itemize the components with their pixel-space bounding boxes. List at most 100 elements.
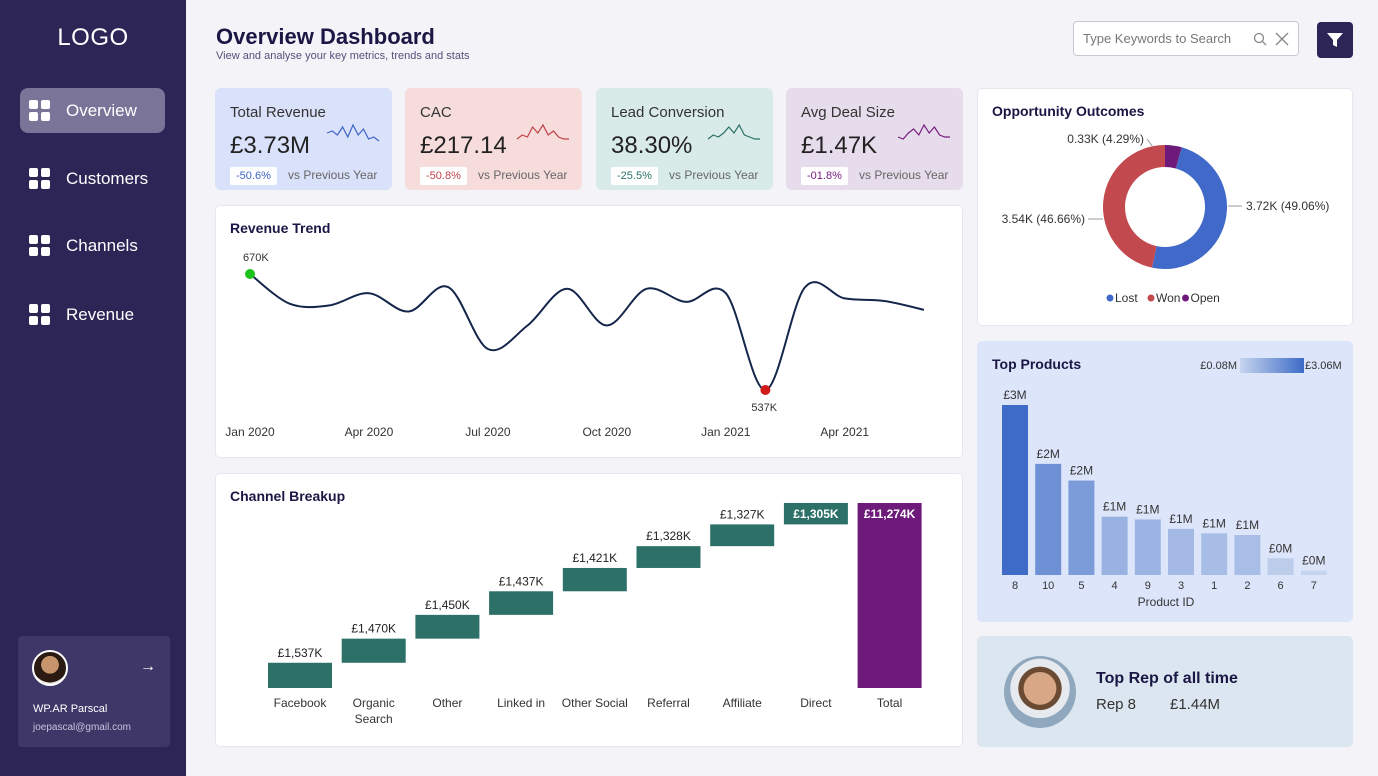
x-tick-label: Apr 2021 [820, 425, 869, 439]
kpi-comparison: vs Previous Year [669, 168, 759, 182]
dashboard-icon [29, 99, 51, 122]
product-bar [1168, 528, 1194, 575]
x-tick-label: Jan 2020 [225, 425, 275, 439]
category-label: Linked in [497, 696, 545, 710]
avatar [1004, 656, 1076, 728]
x-tick-label: 9 [1145, 580, 1151, 592]
kpi-change-badge: -01.8% [801, 167, 848, 185]
x-tick-label: 6 [1278, 580, 1284, 592]
legend-max-label: £3.06M [1305, 360, 1342, 372]
user-profile-card: → WP.AR Parscal joepascal@gmail.com [18, 636, 170, 747]
bar-value-label: £1M [1236, 518, 1259, 532]
kpi-change-badge: -50.6% [230, 167, 277, 185]
kpi-change-badge: -50.8% [420, 167, 467, 185]
x-tick-label: Jan 2021 [701, 425, 751, 439]
kpi-label: CAC [420, 104, 452, 121]
category-label: Affiliate [723, 696, 762, 710]
x-tick-label: Oct 2020 [582, 425, 631, 439]
opportunity-donut-chart: 3.72K (49.06%) 3.54K (46.66%) 0.33K (4.29%… [1002, 132, 1330, 305]
waterfall-bar [341, 638, 406, 663]
waterfall-bar [489, 591, 554, 615]
x-tick-label: Apr 2020 [345, 425, 394, 439]
kpi-comparison: vs Previous Year [288, 168, 378, 182]
min-point-marker [760, 385, 771, 395]
category-label: Direct [800, 696, 832, 710]
profile-name: WP.AR Parscal [33, 703, 108, 715]
page-subtitle: View and analyse your key metrics, trend… [216, 50, 470, 62]
x-tick-label: Jul 2020 [465, 425, 511, 439]
search-input[interactable] [1083, 31, 1243, 46]
revenue-trend-card: Revenue Trend 670K 537K Jan 2020 Apr 2020 Ju… [215, 205, 963, 458]
x-tick-label: 4 [1112, 580, 1118, 592]
donut-slice [1152, 147, 1227, 269]
avatar [32, 650, 68, 686]
sidebar-item-label: Channels [66, 235, 138, 255]
slice-label: 3.72K (49.06%) [1246, 199, 1329, 213]
card-title: Top Products [992, 356, 1082, 372]
dashboard-icon [29, 303, 51, 326]
product-bar [1300, 570, 1327, 575]
top-rep-value: £1.44M [1170, 696, 1221, 713]
kpi-value: £1.47K [801, 132, 878, 159]
sidebar-item-customers[interactable]: Customers [20, 156, 165, 201]
waterfall-bar [857, 503, 922, 688]
category-label: Organic [353, 696, 395, 710]
page-title: Overview Dashboard [216, 24, 435, 49]
x-tick-label: 8 [1012, 580, 1018, 592]
filter-icon [1327, 33, 1343, 47]
arrow-right-icon[interactable]: → [140, 658, 156, 675]
bar-value-label: £2M [1037, 447, 1060, 461]
legend-label: Open [1191, 291, 1220, 305]
category-label: Other Social [562, 696, 628, 710]
profile-email: joepascal@gmail.com [33, 722, 131, 733]
logo: LOGO [57, 24, 129, 51]
product-bar [1234, 535, 1261, 575]
color-scale-legend [1240, 358, 1304, 373]
filter-button[interactable] [1317, 22, 1353, 58]
waterfall-bar [415, 614, 480, 639]
card-title: Opportunity Outcomes [992, 103, 1145, 119]
x-tick-label: 2 [1244, 580, 1250, 592]
bar-value-label: £1M [1169, 512, 1192, 526]
bar-value-label: £1M [1136, 502, 1159, 516]
kpi-label: Lead Conversion [611, 104, 725, 121]
x-tick-label: 1 [1211, 580, 1217, 592]
kpi-value: 38.30% [611, 132, 693, 159]
waterfall-bar [268, 662, 332, 688]
bar-value-label: £1,470K [351, 622, 396, 636]
top-rep-name: Rep 8 [1096, 696, 1137, 713]
search-icon[interactable] [1253, 32, 1267, 46]
legend-min-label: £0.08M [1200, 360, 1237, 372]
kpi-card: Lead Conversion 38.30% -25.5% vs Previous Y… [596, 88, 773, 190]
waterfall-bar [636, 546, 701, 568]
sparkline [516, 123, 569, 140]
sidebar-item-channels[interactable]: Channels [20, 223, 165, 268]
legend-label: Won [1156, 291, 1180, 305]
card-title: Revenue Trend [230, 220, 331, 236]
close-icon[interactable] [1275, 32, 1289, 46]
x-tick-label: 5 [1078, 580, 1084, 592]
slice-label: 3.54K (46.66%) [1002, 212, 1085, 226]
bar-value-label: £1,450K [425, 598, 470, 612]
revenue-trend-chart: 670K 537K Jan 2020 Apr 2020 Jul 2020 Oct 2020… [225, 252, 925, 439]
product-bar [1267, 558, 1294, 575]
product-bar [1002, 405, 1028, 575]
sidebar-item-overview[interactable]: Overview [20, 88, 165, 133]
channel-breakup-chart: £1,537K Facebook £1,470K Organic Search £1,45… [268, 502, 922, 726]
waterfall-bar [710, 524, 775, 547]
sidebar: LOGO Overview Customers Channels Revenue… [0, 0, 186, 776]
sidebar-item-label: Overview [66, 100, 137, 120]
kpi-value: £3.73M [230, 132, 311, 159]
sidebar-item-revenue[interactable]: Revenue [20, 292, 165, 337]
legend-swatch [1182, 294, 1189, 302]
bar-value-label: £1,305K [793, 507, 839, 521]
dashboard-icon [29, 167, 51, 190]
search-box [1073, 21, 1299, 56]
opportunity-outcomes-card: Opportunity Outcomes 3.72K (49.06%) 3.54K… [977, 88, 1353, 326]
kpi-label: Avg Deal Size [801, 104, 895, 121]
sparkline [707, 123, 760, 140]
kpi-card: CAC £217.14 -50.8% vs Previous Year [405, 88, 582, 190]
bar-value-label: £3M [1003, 388, 1026, 402]
min-label: 537K [751, 402, 777, 414]
product-bar [1068, 480, 1095, 575]
